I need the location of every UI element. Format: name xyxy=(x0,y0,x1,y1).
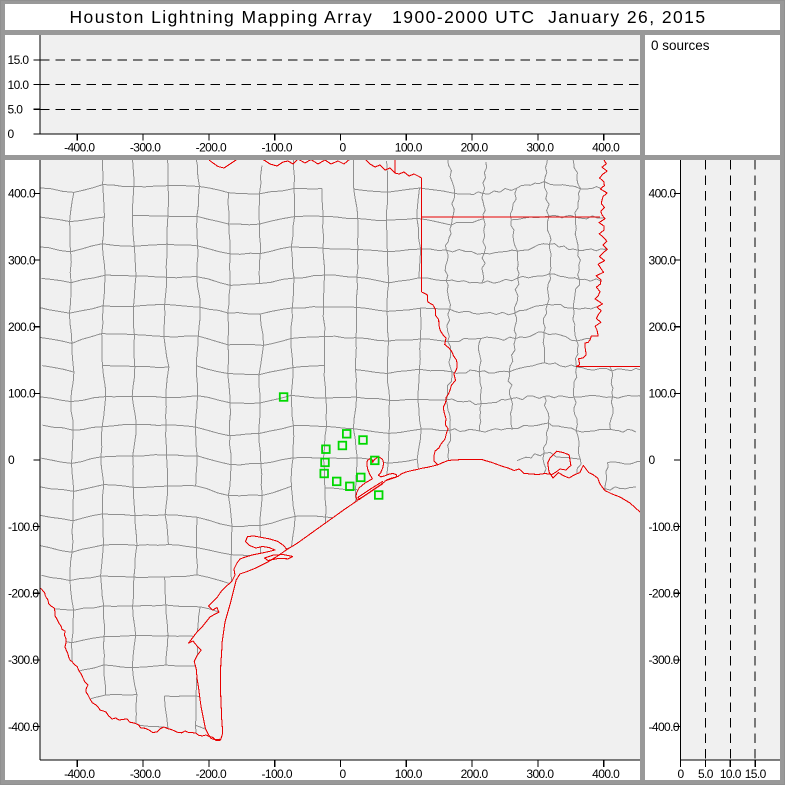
svg-text:100.0: 100.0 xyxy=(395,767,423,781)
svg-text:100.0: 100.0 xyxy=(8,387,36,401)
svg-text:-200.0: -200.0 xyxy=(649,587,680,601)
svg-text:400.0: 400.0 xyxy=(592,141,620,155)
svg-text:100.0: 100.0 xyxy=(649,387,677,401)
svg-text:-100.0: -100.0 xyxy=(261,767,292,781)
svg-text:200.0: 200.0 xyxy=(461,141,489,155)
svg-text:-100.0: -100.0 xyxy=(649,520,680,534)
svg-text:300.0: 300.0 xyxy=(649,253,677,267)
svg-text:5.0: 5.0 xyxy=(8,103,24,117)
svg-text:100.0: 100.0 xyxy=(395,141,423,155)
svg-text:-200.0: -200.0 xyxy=(196,141,227,155)
svg-text:10.0: 10.0 xyxy=(8,78,30,92)
svg-text:10.0: 10.0 xyxy=(720,767,742,781)
svg-text:400.0: 400.0 xyxy=(592,767,620,781)
svg-text:0: 0 xyxy=(677,767,684,781)
svg-text:-200.0: -200.0 xyxy=(196,767,227,781)
svg-text:200.0: 200.0 xyxy=(461,767,489,781)
svg-text:400.0: 400.0 xyxy=(649,187,677,201)
svg-text:200.0: 200.0 xyxy=(649,320,677,334)
svg-text:300.0: 300.0 xyxy=(526,141,554,155)
svg-text:-400.0: -400.0 xyxy=(649,720,680,734)
svg-text:-200.0: -200.0 xyxy=(8,587,39,601)
svg-text:200.0: 200.0 xyxy=(8,320,36,334)
svg-text:400.0: 400.0 xyxy=(8,187,36,201)
svg-text:300.0: 300.0 xyxy=(8,253,36,267)
svg-text:0: 0 xyxy=(8,453,15,467)
svg-text:0: 0 xyxy=(8,127,15,141)
svg-text:5.0: 5.0 xyxy=(698,767,714,781)
svg-text:-300.0: -300.0 xyxy=(130,767,161,781)
svg-text:Houston Lightning Mapping Arra: Houston Lightning Mapping Array 1900-200… xyxy=(69,7,706,27)
svg-text:15.0: 15.0 xyxy=(745,767,767,781)
svg-text:-400.0: -400.0 xyxy=(64,767,95,781)
svg-text:-300.0: -300.0 xyxy=(8,653,39,667)
svg-text:-400.0: -400.0 xyxy=(64,141,95,155)
svg-text:300.0: 300.0 xyxy=(526,767,554,781)
svg-text:0 sources: 0 sources xyxy=(651,38,710,53)
svg-text:-400.0: -400.0 xyxy=(8,720,39,734)
svg-text:-100.0: -100.0 xyxy=(8,520,39,534)
svg-text:-300.0: -300.0 xyxy=(130,141,161,155)
svg-text:-300.0: -300.0 xyxy=(649,653,680,667)
svg-text:0: 0 xyxy=(339,767,346,781)
svg-text:0: 0 xyxy=(649,453,656,467)
svg-text:0: 0 xyxy=(339,141,346,155)
svg-text:15.0: 15.0 xyxy=(8,53,30,67)
svg-text:-100.0: -100.0 xyxy=(261,141,292,155)
